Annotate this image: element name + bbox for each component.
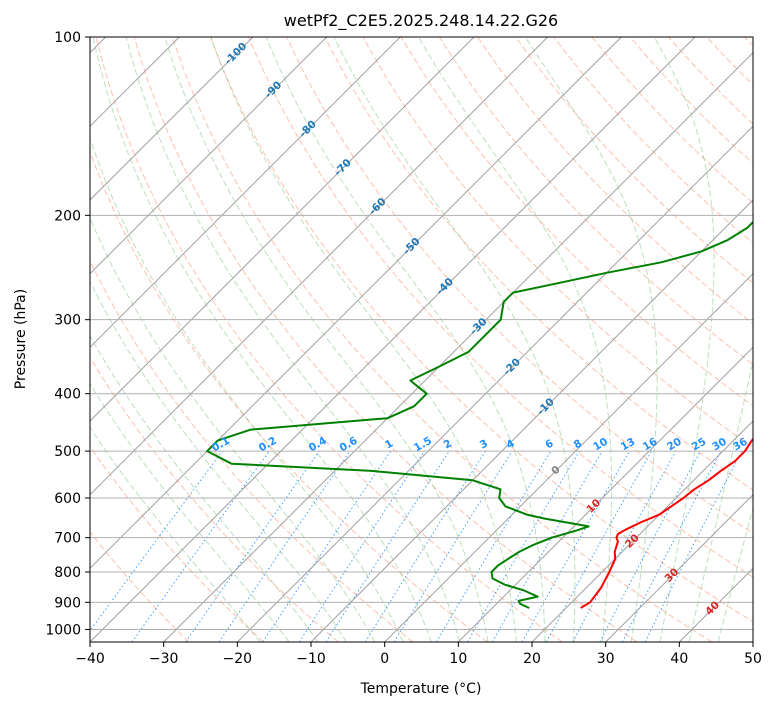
mixing-ratio-line — [325, 450, 450, 642]
plot-frame — [89, 36, 754, 643]
isotherm-line — [90, 37, 696, 642]
mixing-ratio-line — [218, 450, 351, 642]
dewpoint-profile — [206, 220, 753, 609]
x-tick-label: −20 — [223, 651, 253, 667]
moist-adiabat — [90, 426, 261, 642]
moist-adiabat — [125, 37, 461, 642]
x-axis-label: Temperature (°C) — [360, 681, 482, 697]
moist-adiabat — [90, 136, 404, 642]
mixing-ratio-line — [393, 450, 513, 642]
isotherm-line — [90, 37, 622, 570]
x-tick-label: 50 — [744, 651, 762, 667]
isotherm-line — [605, 493, 753, 642]
temperature-profile — [580, 437, 753, 609]
mixing-ratio-line — [185, 450, 320, 642]
isotherm-line — [531, 420, 753, 642]
dry-adiabat — [210, 37, 753, 623]
x-tick-label: −10 — [296, 651, 326, 667]
x-tick-label: 30 — [597, 651, 615, 667]
y-axis-label: Pressure (hPa) — [13, 289, 29, 389]
y-tick-label: 500 — [54, 444, 81, 460]
moist-adiabat — [688, 358, 753, 642]
isotherm-line — [384, 272, 753, 642]
dry-adiabat — [515, 37, 753, 284]
x-tick-label: 10 — [449, 651, 467, 667]
moist-adiabat — [265, 37, 546, 642]
x-tick-label: −30 — [149, 651, 179, 667]
isotherm-line — [457, 346, 753, 642]
moist-adiabat — [164, 37, 489, 642]
isotherm-line — [90, 37, 549, 496]
y-tick-label: 100 — [54, 30, 81, 46]
dry-adiabat — [90, 356, 339, 642]
mixing-ratio-line — [545, 450, 653, 642]
moist-adiabat — [653, 37, 715, 642]
chart-title: wetPf2_C2E5.2025.248.14.22.G26 — [284, 11, 558, 31]
moist-adiabat — [90, 334, 319, 642]
isotherm-line — [310, 199, 753, 642]
y-tick-label: 700 — [54, 531, 81, 547]
isotherm-line — [163, 51, 753, 642]
axis-ticks: −40 −30 −20 −10 0 10 20 30 40 50 100 200 300 400 500 60… — [45, 30, 762, 667]
y-tick-label: 800 — [54, 565, 81, 581]
y-tick-label: 1000 — [45, 622, 81, 638]
isotherm-line — [90, 37, 328, 275]
dry-adiabat — [90, 531, 190, 642]
dry-adiabat — [95, 37, 563, 642]
isotherm-line — [236, 125, 753, 642]
moist-adiabat — [524, 37, 658, 642]
mixing-ratio-line — [262, 450, 392, 642]
x-tick-label: −40 — [75, 651, 105, 667]
mixing-ratio-line — [521, 450, 630, 642]
moist-adiabat — [333, 37, 576, 642]
moist-adiabat — [210, 37, 517, 642]
y-tick-label: 400 — [54, 387, 81, 403]
isotherm-line — [90, 37, 475, 422]
x-tick-label: 0 — [380, 651, 389, 667]
series-lines — [206, 220, 753, 609]
moist-adiabat — [418, 37, 613, 642]
isotherm-line — [90, 37, 401, 349]
y-tick-label: 600 — [54, 491, 81, 507]
dry-adiabat — [400, 37, 753, 407]
mixing-ratio-line — [90, 450, 223, 632]
mixing-ratio-line — [298, 450, 425, 642]
x-tick-label: 40 — [670, 651, 688, 667]
moist-adiabat — [92, 37, 432, 642]
mixing-ratio-line — [644, 450, 743, 642]
dry-adiabat — [248, 37, 753, 578]
dry-adiabat — [90, 445, 264, 642]
moist-adiabat — [90, 280, 347, 642]
y-tick-label: 300 — [54, 313, 81, 329]
mixing-ratio-line — [131, 450, 270, 642]
moist-adiabat — [90, 382, 290, 642]
y-tick-label: 900 — [54, 595, 81, 611]
moist-adiabat — [90, 216, 376, 642]
x-tick-label: 20 — [523, 651, 541, 667]
dry-adiabat — [90, 150, 488, 642]
dry-adiabat — [438, 37, 753, 366]
isotherm-line — [90, 37, 254, 201]
y-tick-label: 200 — [54, 208, 81, 224]
